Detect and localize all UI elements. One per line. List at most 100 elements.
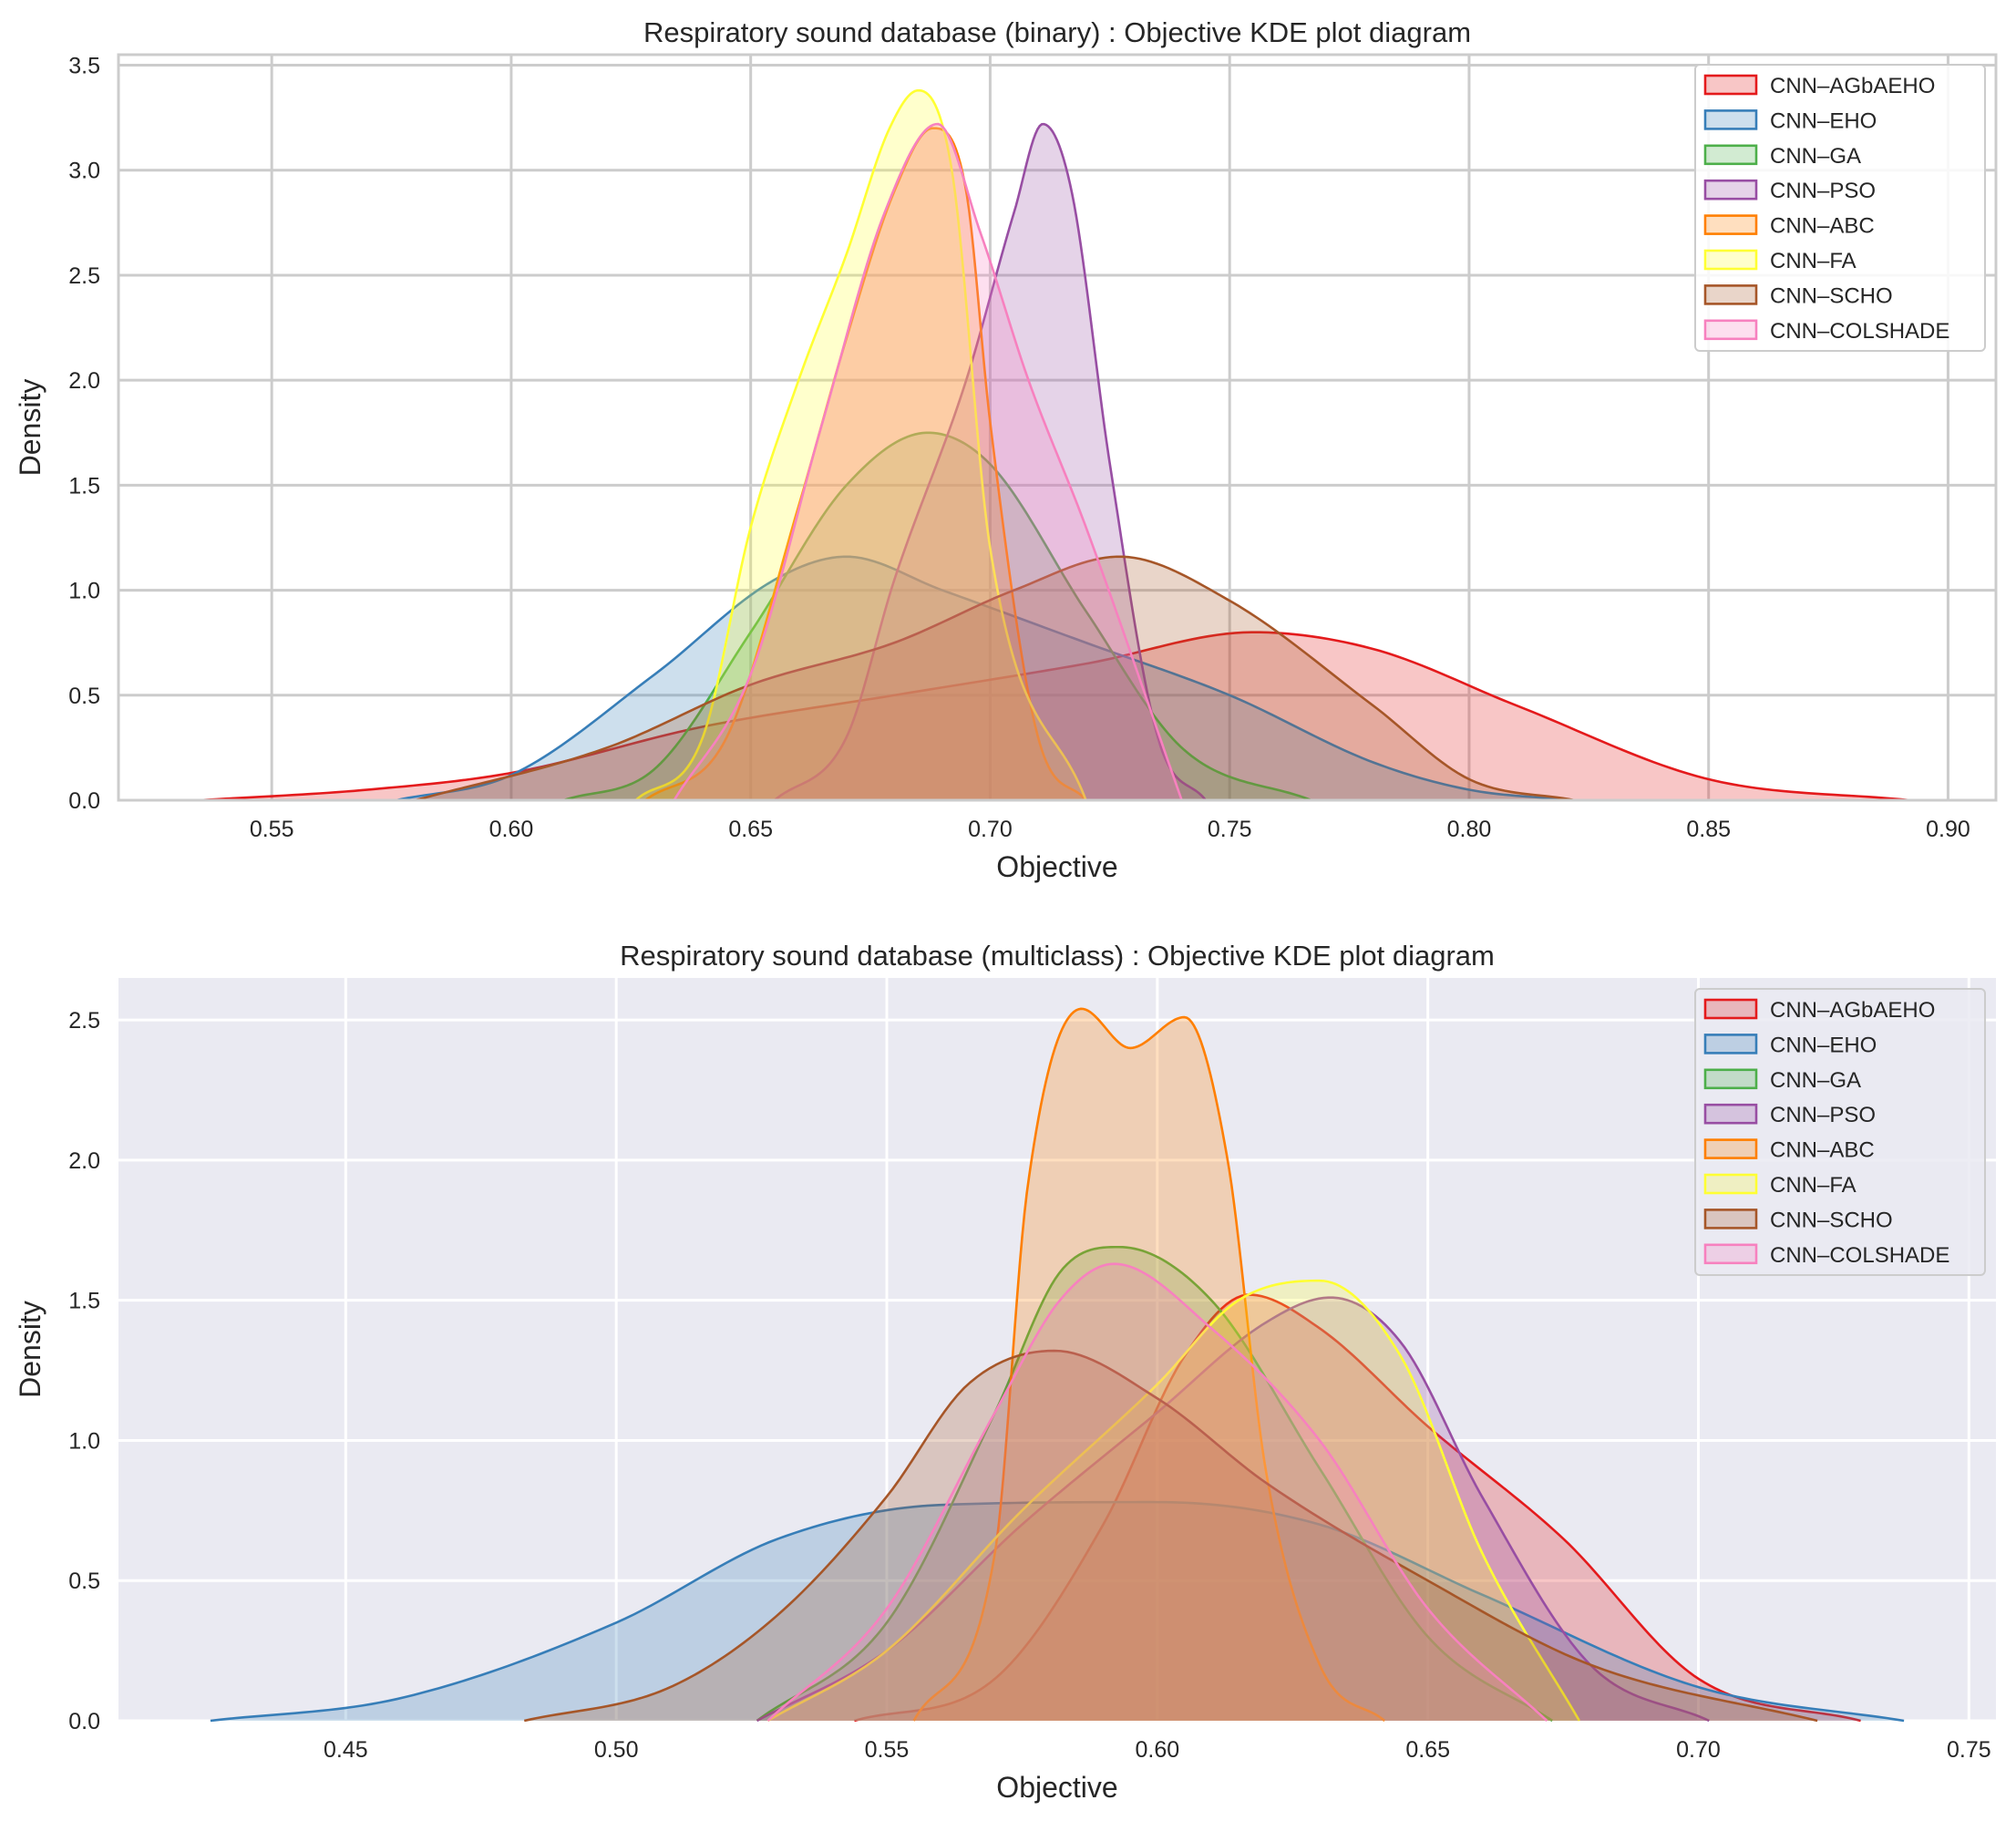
y-tick-label: 0.5	[68, 1569, 100, 1594]
kde-area-cnncolshade	[674, 124, 1182, 800]
kde-area-cnnpso	[756, 1297, 1710, 1721]
x-axis-label: Objective	[996, 1771, 1117, 1804]
chart-title: Respiratory sound database (multiclass) …	[620, 940, 1495, 972]
kde-line-cnnabc	[644, 127, 1087, 802]
kde-line-cnnabc	[912, 1007, 1385, 1723]
kde-line-cnnscho	[415, 555, 1575, 802]
chart-panel-1: 0.55 0.60 0.65 0.70 0.75 0.80 0.85 0.90 0.0 0.5 1.…	[14, 16, 1998, 883]
kde-area-cnnfa	[635, 90, 1086, 800]
legend-swatch-cnncolshade	[1703, 1243, 1758, 1265]
x-tick-label: 0.70	[968, 817, 1013, 842]
legend-label-cnnagbaeho: CNN–AGbAEHO	[1770, 998, 1935, 1023]
y-tick-label: 2.0	[68, 368, 100, 394]
plot-area	[118, 55, 1996, 800]
legend-label-cnnagbaeho: CNN–AGbAEHO	[1770, 74, 1935, 98]
kde-line-cnneho	[396, 555, 1575, 802]
kde-area-cnnfa	[767, 1281, 1579, 1721]
plot-area	[118, 978, 1996, 1721]
legend-swatch-cnnabc	[1703, 1138, 1758, 1159]
y-tick-label: 1.0	[68, 1428, 100, 1454]
kde-line-cnnga	[756, 1245, 1553, 1723]
legend-swatch-cnnga	[1703, 1068, 1758, 1090]
legend-swatch-cnneho	[1703, 109, 1758, 130]
legend-label-cnneho: CNN–EHO	[1770, 108, 1877, 133]
x-tick-label: 0.60	[1135, 1737, 1179, 1763]
y-axis-label: Density	[14, 1301, 46, 1398]
x-tick-label: 0.60	[489, 817, 534, 842]
legend-swatch-cnncolshade	[1703, 319, 1758, 341]
x-tick-label: 0.50	[594, 1737, 639, 1763]
x-tick-label: 0.65	[728, 817, 773, 842]
x-axis-label: Objective	[996, 850, 1117, 883]
y-tick-label: 0.5	[68, 684, 100, 709]
y-tick-label: 2.5	[68, 263, 100, 289]
legend-swatch-cnnagbaeho	[1703, 998, 1758, 1020]
legend-label-cnncolshade: CNN–COLSHADE	[1770, 1243, 1949, 1268]
chart-title: Respiratory sound database (binary) : Ob…	[643, 16, 1471, 48]
kde-line-cnnfa	[766, 1279, 1581, 1723]
legend-label-cnnpso: CNN–PSO	[1770, 1103, 1876, 1127]
kde-line-cnnscho	[523, 1349, 1818, 1723]
kde-line-cnnagbaeho	[854, 1293, 1861, 1723]
legend-swatch-cnnpso	[1703, 179, 1758, 201]
kde-area-cnncolshade	[767, 1263, 1548, 1721]
legend-swatch-cnnabc	[1703, 214, 1758, 235]
y-tick-label: 2.0	[68, 1148, 100, 1174]
kde-area-cnnpso	[774, 124, 1206, 800]
y-tick-label: 2.5	[68, 1008, 100, 1034]
legend-label-cnnabc: CNN–ABC	[1770, 214, 1875, 239]
legend-frame	[1694, 64, 1986, 352]
y-tick-label: 3.5	[68, 54, 100, 79]
legend-label-cnnabc: CNN–ABC	[1770, 1138, 1875, 1163]
kde-area-cnnscho	[415, 556, 1575, 800]
legend-label-cnnfa: CNN–FA	[1770, 249, 1857, 273]
legend-swatch-cnnfa	[1703, 1173, 1758, 1195]
y-tick-label: 1.5	[68, 473, 100, 499]
legend-frame	[1694, 988, 1986, 1276]
kde-line-cnnga	[563, 431, 1311, 802]
x-tick-label: 0.85	[1686, 817, 1731, 842]
legend-label-cnncolshade: CNN–COLSHADE	[1770, 319, 1949, 344]
legend-label-cnnpso: CNN–PSO	[1770, 179, 1876, 203]
legend-label-cnnga: CNN–GA	[1770, 1068, 1861, 1093]
kde-line-cnncolshade	[766, 1262, 1548, 1722]
x-tick-label: 0.65	[1405, 1737, 1450, 1763]
kde-area-cnnagbaeho	[200, 632, 1910, 800]
x-tick-label: 0.70	[1676, 1737, 1721, 1763]
kde-area-cnnabc	[645, 128, 1086, 800]
legend: CNN–AGbAEHO CNN–EHO CNN–GA CNN–PSO CNN–ABC CN…	[1694, 64, 1986, 352]
x-tick-label: 0.90	[1926, 817, 1970, 842]
y-tick-label: 0.0	[68, 1709, 100, 1734]
kde-line-cnnpso	[774, 122, 1207, 801]
legend-swatch-cnneho	[1703, 1034, 1758, 1055]
legend-label-cnnscho: CNN–SCHO	[1770, 283, 1893, 308]
kde-area-cnnabc	[913, 1008, 1385, 1721]
legend: CNN–AGbAEHO CNN–EHO CNN–GA CNN–PSO CNN–ABC CN…	[1694, 988, 1986, 1276]
y-tick-label: 1.5	[68, 1289, 100, 1314]
y-axis-label: Density	[14, 379, 46, 477]
legend-swatch-cnnpso	[1703, 1103, 1758, 1125]
x-tick-label: 0.80	[1447, 817, 1492, 842]
x-tick-label: 0.75	[1947, 1737, 1991, 1763]
x-tick-label: 0.75	[1208, 817, 1252, 842]
legend-swatch-cnnagbaeho	[1703, 74, 1758, 96]
legend-label-cnnfa: CNN–FA	[1770, 1173, 1857, 1198]
y-tick-label: 3.0	[68, 159, 100, 184]
kde-line-cnncolshade	[673, 122, 1183, 801]
y-tick-label: 1.0	[68, 579, 100, 604]
legend-swatch-cnnfa	[1703, 249, 1758, 271]
kde-area-cnnga	[756, 1247, 1553, 1721]
kde-line-cnnfa	[634, 88, 1087, 801]
kde-area-cnnscho	[524, 1351, 1818, 1721]
legend-swatch-cnnscho	[1703, 284, 1758, 305]
kde-area-cnnga	[563, 432, 1311, 800]
kde-line-cnneho	[210, 1500, 1905, 1723]
x-tick-label: 0.55	[250, 817, 294, 842]
kde-area-cnneho	[396, 556, 1575, 800]
legend-label-cnnga: CNN–GA	[1770, 144, 1861, 169]
chart-panel-2: 0.45 0.50 0.55 0.60 0.65 0.70 0.75 0.0 0.5 1.0 1.5…	[14, 940, 1996, 1804]
kde-area-cnneho	[210, 1502, 1905, 1721]
legend-label-cnneho: CNN–EHO	[1770, 1033, 1877, 1057]
x-tick-label: 0.55	[865, 1737, 910, 1763]
